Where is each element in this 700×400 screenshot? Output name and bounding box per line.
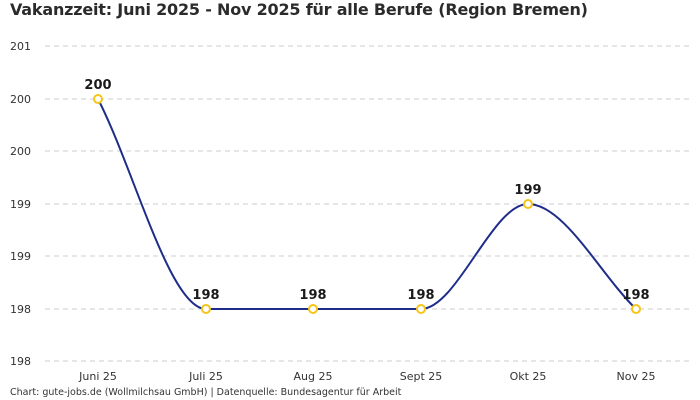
data-label: 198 — [299, 288, 326, 303]
y-tick-label: 199 — [10, 250, 31, 263]
y-tick-label: 201 — [10, 40, 31, 53]
data-label: 198 — [407, 288, 434, 303]
data-label: 198 — [192, 288, 219, 303]
data-point-marker[interactable] — [523, 199, 533, 209]
data-point-marker[interactable] — [308, 304, 318, 314]
data-labels: 200 198 198 198 199 198 — [84, 78, 649, 303]
y-tick-label: 200 — [10, 93, 31, 106]
x-tick-label: Sept 25 — [400, 370, 443, 383]
y-tick-label: 198 — [10, 355, 31, 368]
data-point-marker[interactable] — [93, 94, 103, 104]
x-tick-label: Juli 25 — [188, 370, 223, 383]
chart-source-footer: Chart: gute-jobs.de (Wollmilchsau GmbH) … — [10, 387, 402, 398]
data-line — [97, 98, 637, 310]
data-label: 200 — [84, 78, 111, 93]
x-axis-ticks: Juni 25 Juli 25 Aug 25 Sept 25 Okt 25 Nov 25 — [78, 370, 655, 383]
x-tick-label: Juni 25 — [78, 370, 117, 383]
y-tick-label: 200 — [10, 145, 31, 158]
x-tick-label: Aug 25 — [294, 370, 333, 383]
data-label: 198 — [622, 288, 649, 303]
y-axis-ticks: 201 200 200 199 199 198 198 — [10, 40, 31, 368]
chart-title: Vakanzzeit: Juni 2025 - Nov 2025 für all… — [10, 0, 588, 19]
data-markers — [93, 94, 641, 314]
y-tick-label: 199 — [10, 198, 31, 211]
x-tick-label: Nov 25 — [617, 370, 656, 383]
data-point-marker[interactable] — [201, 304, 211, 314]
y-tick-label: 198 — [10, 303, 31, 316]
data-point-marker[interactable] — [631, 304, 641, 314]
line-chart: 201 200 200 199 199 198 198 Juni 25 Juli 25 Aug … — [10, 40, 690, 383]
data-label: 199 — [514, 183, 541, 198]
x-tick-label: Okt 25 — [510, 370, 547, 383]
data-point-marker[interactable] — [416, 304, 426, 314]
